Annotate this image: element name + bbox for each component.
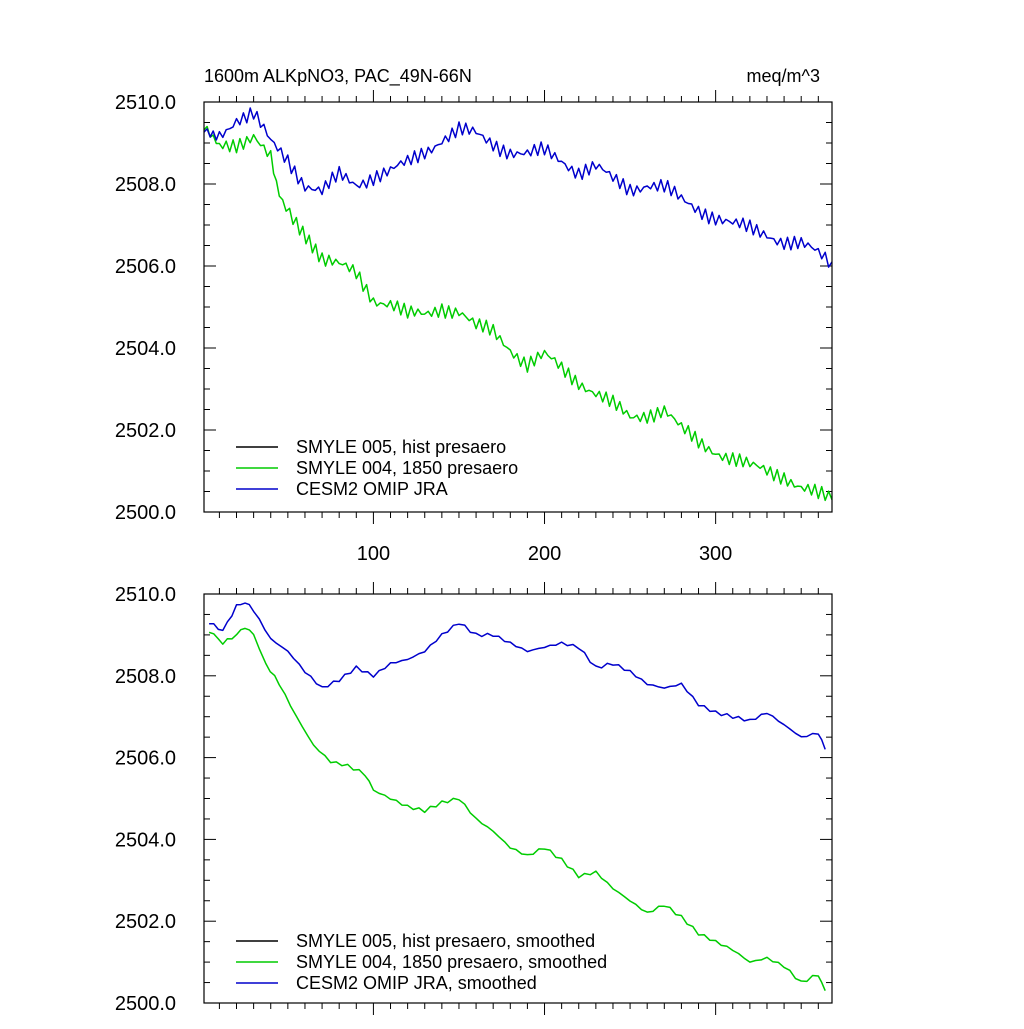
plot-frame [203,593,833,1004]
y-tick-label: 2500.0 [115,502,176,524]
legend-label: CESM2 OMIP JRA [296,479,448,499]
y-tick-label: 2506.0 [115,748,176,770]
y-tick-label: 2504.0 [115,338,176,360]
chart-title: 1600m ALKpNO3, PAC_49N-66N [204,66,472,87]
units-label: meq/m^3 [747,66,820,86]
y-tick-label: 2502.0 [115,911,176,933]
y-tick-label: 2508.0 [115,174,176,196]
legend-label: SMYLE 004, 1850 presaero, smoothed [296,952,607,972]
y-tick-label: 2508.0 [115,666,176,688]
x-tick-label: 100 [357,543,390,565]
series-line-pre1850 [208,627,826,991]
y-tick-label: 2506.0 [115,256,176,278]
y-tick-label: 2504.0 [115,829,176,851]
legend-label: SMYLE 005, hist presaero [296,437,506,457]
panel-2: 2500.0 2502.0 2504.0 2506.0 2508.0 2510.0 SMYL… [115,582,833,1015]
series-line-omip [209,602,826,750]
legend-label: SMYLE 004, 1850 presaero [296,458,518,478]
panel-1: 1600m ALKpNO3, PAC_49N-66N meq/m^3 2500.0 2… [115,66,833,565]
y-tick-label: 2500.0 [115,993,176,1015]
x-tick-label: 200 [528,543,561,565]
plot-frame [203,101,833,513]
y-tick-label: 2510.0 [115,584,176,606]
legend-label: CESM2 OMIP JRA, smoothed [296,973,537,993]
x-tick-label: 300 [699,543,732,565]
series-line-pre1850 [203,125,833,502]
y-tick-label: 2510.0 [115,92,176,114]
y-tick-label: 2502.0 [115,420,176,442]
legend-label: SMYLE 005, hist presaero, smoothed [296,931,595,951]
series-line-omip [203,107,833,268]
